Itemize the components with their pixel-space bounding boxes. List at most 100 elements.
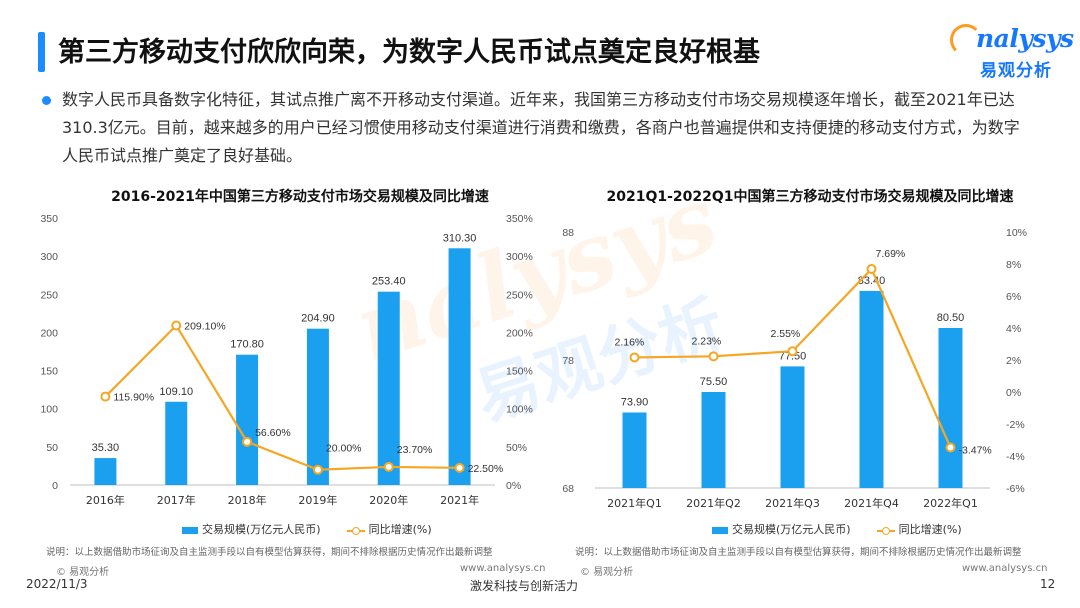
legend-line-swatch [876, 526, 895, 535]
x-tick-label: 2021年 [440, 493, 479, 507]
bar [448, 248, 471, 485]
left-source-note: 说明：以上数据借助市场征询及自主监测手段以自有模型估算获得，期间不排除根据历史情… [46, 547, 493, 558]
right-y-tick-label: 250% [506, 289, 533, 301]
growth-point [708, 351, 719, 362]
right-y-tick-label: 2% [1006, 355, 1021, 367]
bar-value-label: 310.30 [443, 232, 477, 244]
x-tick-label: 2021年Q4 [844, 496, 899, 510]
left-y-tick-label: 100 [40, 404, 58, 416]
right-y-tick-label: -2% [1006, 419, 1025, 431]
legend-bar-label: 交易规模(万亿元人民币) [202, 523, 321, 536]
right-y-tick-label: 300% [506, 251, 533, 263]
growth-value-label: 7.69% [876, 248, 906, 260]
growth-value-label: 23.70% [397, 444, 433, 456]
x-tick-label: 2021年Q2 [686, 496, 741, 510]
x-tick-label: 2021年Q1 [607, 496, 662, 510]
x-tick-label: 2021年Q3 [765, 496, 820, 510]
right-y-tick-label: 200% [506, 327, 533, 339]
growth-value-label: 115.90% [113, 392, 154, 404]
growth-value-label: 22.50% [468, 463, 504, 475]
bar [622, 412, 647, 488]
right-y-tick-label: 4% [1006, 323, 1021, 335]
legend-line-swatch [346, 526, 365, 535]
logo-cn-text: 易观分析 [980, 61, 1052, 81]
growth-point [312, 464, 323, 475]
left-y-tick-label: 68 [562, 483, 574, 495]
left-chart: 0 50 100 150 200 250 300 350 0% 50% 100% 150% 200% 25… [40, 213, 533, 507]
bar [306, 328, 329, 485]
left-y-tick-label: 350 [40, 213, 58, 225]
growth-value-label: 2.23% [692, 335, 722, 347]
right-y-tick-label: 0% [1006, 387, 1021, 399]
right-source-note: 说明：以上数据借助市场征询及自主监测手段以自有模型估算获得，期间不排除根据历史情… [575, 547, 1022, 558]
bar-value-label: 35.30 [92, 442, 120, 454]
bar [165, 401, 188, 485]
legend-line-label: 同比增速(%) [898, 523, 962, 536]
legend-bar-label: 交易规模(万亿元人民币) [732, 523, 851, 536]
right-y-tick-label: -6% [1006, 483, 1025, 495]
right-y-tick-label: -4% [1006, 451, 1025, 463]
footer-slogan: 激发科技与创新活力 [470, 579, 579, 593]
right-y-tick-label: 8% [1006, 259, 1021, 271]
x-tick-label: 2020年 [369, 493, 408, 507]
right-website: www.analysys.cn [962, 563, 1048, 574]
x-tick-label: 2017年 [157, 493, 196, 507]
bar [236, 354, 259, 485]
right-y-tick-label: 50% [506, 442, 527, 454]
growth-point [866, 263, 877, 274]
logo-swoosh-icon [950, 24, 982, 56]
left-y-tick-label: 0 [52, 480, 58, 492]
right-y-tick-label: 350% [506, 213, 533, 225]
growth-point [454, 462, 465, 473]
bar-value-label: 253.40 [372, 276, 406, 288]
left-y-tick-label: 200 [40, 327, 58, 339]
bar-value-label: 73.90 [621, 396, 649, 408]
left-y-tick-label: 300 [40, 251, 58, 263]
footer-date: 2022/11/3 [26, 577, 88, 591]
legend-line-label: 同比增速(%) [368, 523, 432, 536]
right-y-tick-label: 100% [506, 404, 533, 416]
title-accent-bar [38, 32, 45, 72]
growth-point [383, 461, 394, 472]
analysys-logo: nalysys 易观分析 [946, 22, 1074, 82]
left-y-tick-label: 150 [40, 366, 58, 378]
left-y-tick-label: 78 [562, 355, 574, 367]
right-copyright: © 易观分析 [580, 567, 634, 578]
growth-point [171, 320, 182, 331]
bar [94, 458, 117, 485]
bar-value-label: 204.90 [301, 313, 335, 325]
bar [701, 392, 726, 488]
bar [859, 290, 884, 488]
right-chart-title: 2021Q1-2022Q1中国第三方移动支付市场交易规模及同比增速 [606, 189, 1014, 205]
left-y-tick-label: 50 [46, 442, 58, 454]
left-y-tick-label: 250 [40, 289, 58, 301]
bar [377, 291, 400, 485]
bar-value-label: 77.50 [779, 350, 807, 362]
description-text: 数字人民币具备数字化特征，其试点推广离不开移动支付渠道。近年来，我国第三方移动支… [62, 90, 1020, 165]
growth-value-label: 209.10% [184, 320, 225, 332]
right-y-tick-label: 150% [506, 366, 533, 378]
growth-point [100, 391, 111, 402]
growth-value-label: 2.55% [771, 328, 801, 340]
growth-line [104, 323, 460, 471]
legend-bar-swatch [712, 526, 728, 534]
growth-point [787, 346, 798, 357]
bullet-dot-icon [42, 96, 51, 105]
page-number: 12 [1040, 577, 1056, 591]
logo-text: nalysys [976, 24, 1074, 53]
bar-value-label: 80.50 [937, 312, 965, 324]
right-y-tick-label: 0% [506, 480, 521, 492]
left-legend: 交易规模(万亿元人民币) 同比增速(%) [182, 521, 432, 537]
bar-value-label: 75.50 [700, 376, 728, 388]
right-y-tick-label: 6% [1006, 291, 1021, 303]
growth-point [945, 442, 956, 453]
legend-bar-swatch [182, 526, 198, 534]
growth-value-label: 2.16% [615, 336, 645, 348]
growth-value-label: 56.60% [255, 427, 291, 439]
x-tick-label: 2016年 [86, 493, 125, 507]
bar-value-label: 83.40 [858, 275, 886, 287]
growth-point [629, 352, 640, 363]
growth-value-label: 20.00% [326, 443, 362, 455]
left-chart-title: 2016-2021年中国第三方移动支付市场交易规模及同比增速 [111, 189, 489, 205]
bar [938, 328, 963, 488]
